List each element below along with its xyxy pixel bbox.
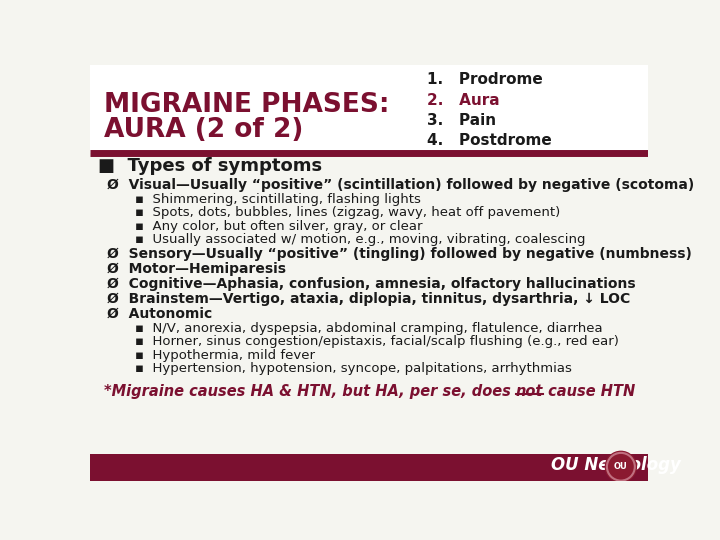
Text: 2.   Aura: 2. Aura — [427, 92, 500, 107]
Bar — [90, 454, 648, 481]
Text: 3.   Pain: 3. Pain — [427, 112, 496, 127]
Text: ▪  Any color, but often silver, gray, or clear: ▪ Any color, but often silver, gray, or … — [135, 220, 423, 233]
Text: Ø  Visual—Usually “positive” (scintillation) followed by negative (scotoma): Ø Visual—Usually “positive” (scintillati… — [107, 178, 694, 192]
Text: Ø  Motor—Hemiparesis: Ø Motor—Hemiparesis — [107, 262, 286, 276]
Text: ▪  Shimmering, scintillating, flashing lights: ▪ Shimmering, scintillating, flashing li… — [135, 193, 420, 206]
Circle shape — [613, 459, 629, 475]
Text: ▪  Horner, sinus congestion/epistaxis, facial/scalp flushing (e.g., red ear): ▪ Horner, sinus congestion/epistaxis, fa… — [135, 335, 618, 348]
Text: ▪  Hypothermia, mild fever: ▪ Hypothermia, mild fever — [135, 349, 315, 362]
Bar — [90, 65, 648, 153]
Text: ▪  Spots, dots, bubbles, lines (zigzag, wavy, heat off pavement): ▪ Spots, dots, bubbles, lines (zigzag, w… — [135, 206, 560, 219]
Text: ▪  Hypertension, hypotension, syncope, palpitations, arrhythmias: ▪ Hypertension, hypotension, syncope, pa… — [135, 362, 572, 375]
Text: MIGRAINE PHASES:: MIGRAINE PHASES: — [104, 92, 390, 118]
Text: AURA (2 of 2): AURA (2 of 2) — [104, 117, 303, 143]
Text: 4.   Postdrome: 4. Postdrome — [427, 132, 552, 147]
Text: OU Neurology: OU Neurology — [551, 456, 681, 474]
Text: ■  Types of symptoms: ■ Types of symptoms — [98, 157, 322, 175]
Text: ▪  N/V, anorexia, dyspepsia, abdominal cramping, flatulence, diarrhea: ▪ N/V, anorexia, dyspepsia, abdominal cr… — [135, 322, 603, 335]
Text: not: not — [516, 383, 544, 399]
Text: Ø  Cognitive—Aphasia, confusion, amnesia, olfactory hallucinations: Ø Cognitive—Aphasia, confusion, amnesia,… — [107, 277, 636, 291]
Text: Ø  Brainstem—Vertigo, ataxia, diplopia, tinnitus, dysarthria, ↓ LOC: Ø Brainstem—Vertigo, ataxia, diplopia, t… — [107, 292, 630, 306]
Text: ▪  Usually associated w/ motion, e.g., moving, vibrating, coalescing: ▪ Usually associated w/ motion, e.g., mo… — [135, 233, 585, 246]
Text: Ø  Autonomic: Ø Autonomic — [107, 307, 212, 321]
Text: 1.   Prodrome: 1. Prodrome — [427, 72, 543, 87]
Text: *Migraine causes HA & HTN, but HA, per se, does: *Migraine causes HA & HTN, but HA, per s… — [104, 383, 516, 399]
Text: OU: OU — [614, 462, 628, 471]
Text: cause HTN: cause HTN — [544, 383, 636, 399]
Text: Ø  Sensory—Usually “positive” (tingling) followed by negative (numbness): Ø Sensory—Usually “positive” (tingling) … — [107, 247, 692, 261]
Circle shape — [606, 451, 636, 482]
